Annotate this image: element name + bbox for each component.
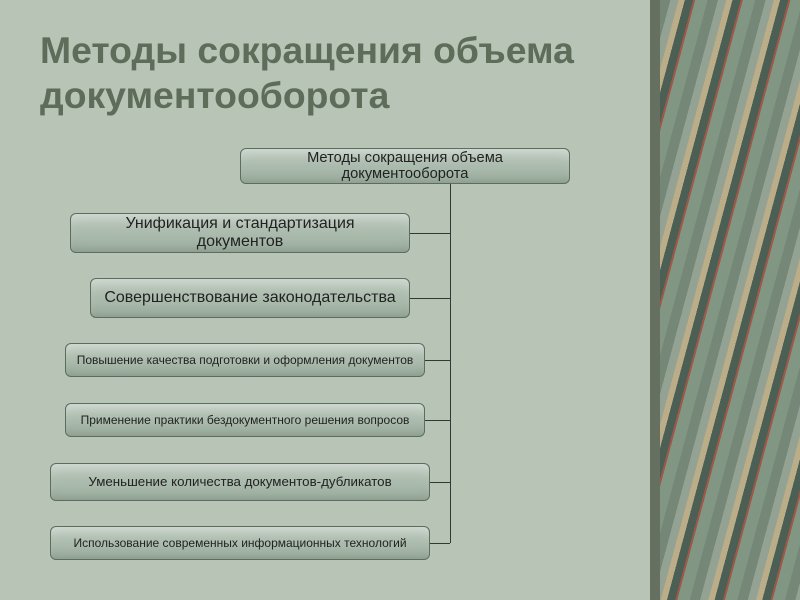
slide: Методы сокращения объема документооборот…	[0, 0, 800, 600]
content-area: Методы сокращения объема документооборот…	[0, 0, 660, 600]
node-c3: Повышение качества подготовки и оформлен…	[65, 343, 425, 377]
connector	[410, 298, 450, 299]
org-chart: Методы сокращения объема документооборот…	[40, 148, 600, 568]
connector	[430, 543, 450, 544]
node-c4: Применение практики бездокументного реше…	[65, 403, 425, 437]
page-title: Методы сокращения объема документооборот…	[40, 28, 640, 118]
decorative-strip	[660, 0, 800, 600]
node-c2: Совершенствование законодательства	[90, 278, 410, 318]
node-c6: Использование современных информационных…	[50, 526, 430, 560]
connector	[450, 184, 451, 543]
node-c5: Уменьшение количества документов-дублика…	[50, 463, 430, 501]
connector	[425, 360, 450, 361]
connector	[410, 233, 450, 234]
connector	[430, 482, 450, 483]
connector	[425, 420, 450, 421]
node-c1: Унификация и стандартизация документов	[70, 213, 410, 253]
node-root: Методы сокращения объема документооборот…	[240, 148, 570, 184]
